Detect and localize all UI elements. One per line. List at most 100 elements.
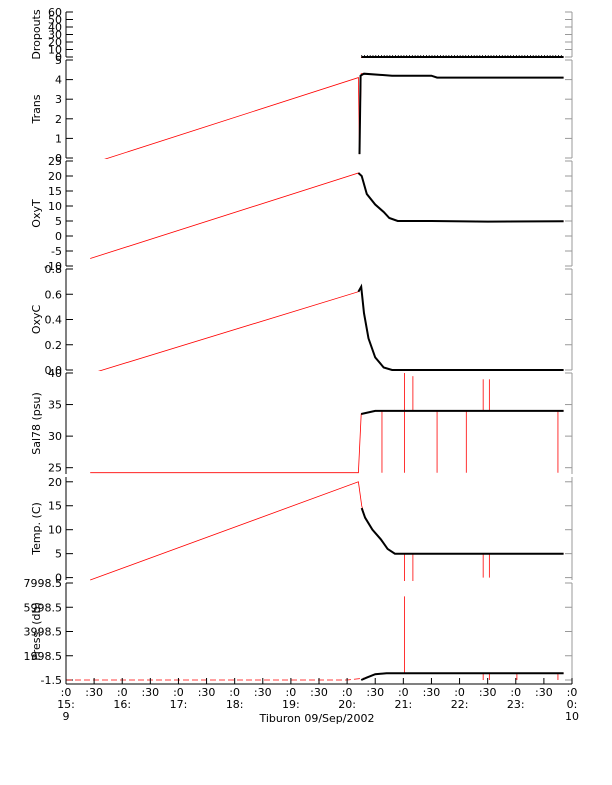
plot-area — [90, 373, 564, 474]
x-tick-label: :30 — [85, 686, 103, 699]
y-tick-label: 40 — [48, 367, 62, 380]
y-tick-label: 5 — [55, 215, 62, 228]
y-axis-label: Trans — [30, 94, 43, 124]
y-axis-label: Temp. (C) — [30, 502, 43, 556]
y-tick-label: 7998.5 — [24, 577, 63, 590]
y-tick-label: 60 — [48, 6, 62, 19]
y-axis-label: Dropouts — [30, 9, 43, 59]
y-tick-label: 10 — [48, 44, 62, 57]
x-tick-hour-label: 22: — [451, 698, 469, 711]
y-tick-label: 50 — [48, 14, 62, 27]
y-tick-label: 35 — [48, 399, 62, 412]
y-tick-label: 0 — [55, 572, 62, 585]
x-tick-day-label: 9 — [63, 710, 70, 723]
y-tick-label: 5 — [55, 548, 62, 561]
x-tick-label: :30 — [141, 686, 159, 699]
y-tick-label: 0 — [55, 230, 62, 243]
y-tick-label: 1998.5 — [24, 650, 63, 663]
x-tick-label: :0 — [229, 686, 240, 699]
processed-series-line — [357, 172, 564, 223]
y-tick-label: 5998.5 — [24, 601, 63, 614]
x-tick-label: :0 — [173, 686, 184, 699]
plot-area — [66, 596, 564, 681]
panel-press: -1.5 1998.5 3998.5 5998.5 7998.5 Press. (db) — [24, 577, 573, 687]
x-tick-label: :0 — [286, 686, 297, 699]
y-tick-label: 10 — [48, 524, 62, 537]
raw-series-line — [97, 285, 564, 371]
y-tick-label: 4 — [55, 74, 62, 87]
y-tick-label: -5 — [51, 245, 62, 258]
x-tick-hour-label: 19: — [282, 698, 300, 711]
x-tick-hour-label: 0: — [567, 698, 578, 711]
y-tick-label: 25 — [48, 462, 62, 475]
processed-series-line — [357, 283, 564, 371]
panel-oxyt: -10 -5 0 5 10 15 20 25 OxyT — [30, 155, 573, 273]
panel-oxyc: 0.0 0.2 0.4 0.6 0.8 OxyC — [30, 263, 573, 377]
x-tick-label: :30 — [198, 686, 216, 699]
y-axis-label: OxyT — [30, 199, 43, 228]
y-axis-label: OxyC — [30, 305, 43, 335]
processed-series-line — [360, 672, 564, 681]
panel-sal78: 25 30 35 40 Sal78 (psu) — [30, 367, 573, 475]
raw-series-line — [90, 410, 564, 474]
x-tick-label: :0 — [61, 686, 72, 699]
y-tick-label: 10 — [48, 200, 62, 213]
y-tick-label: 0 — [55, 51, 62, 64]
y-tick-label: 3 — [55, 93, 62, 106]
x-tick-label: :30 — [254, 686, 272, 699]
x-tick-hour-label: 23: — [507, 698, 525, 711]
y-tick-label: 0 — [55, 152, 62, 165]
plot-area — [97, 283, 564, 371]
y-tick-label: 0.0 — [45, 364, 63, 377]
x-tick-hour-label: 20: — [338, 698, 356, 711]
x-tick-label: :30 — [310, 686, 328, 699]
x-tick-hour-label: 16: — [113, 698, 131, 711]
x-tick-label: :30 — [535, 686, 553, 699]
raw-series-line — [90, 481, 564, 581]
x-tick-hour-label: 21: — [394, 698, 412, 711]
x-tick-label: :30 — [423, 686, 441, 699]
panel-temp: 0 5 10 15 20 Temp. (C) — [30, 476, 573, 585]
y-tick-label: 2 — [55, 113, 62, 126]
y-tick-label: 15 — [48, 185, 62, 198]
x-tick-label: :0 — [342, 686, 353, 699]
x-tick-label: :0 — [117, 686, 128, 699]
plot-area — [104, 72, 564, 159]
y-tick-label: 20 — [48, 476, 62, 489]
y-tick-label: -1.5 — [41, 674, 62, 687]
y-tick-label: -10 — [44, 260, 62, 273]
raw-series-line — [90, 172, 564, 259]
x-tick-label: :30 — [479, 686, 497, 699]
y-tick-label: 20 — [48, 36, 62, 49]
x-tick-day-label: 10 — [565, 710, 579, 723]
processed-series-line — [360, 409, 564, 415]
x-tick-label: :30 — [366, 686, 384, 699]
x-axis-label: Tiburon 09/Sep/2002 — [258, 712, 374, 725]
y-tick-label: 3998.5 — [24, 626, 63, 639]
y-tick-label: 0.6 — [45, 288, 63, 301]
x-tick-hour-label: 15: — [57, 698, 75, 711]
y-tick-label: 0.2 — [45, 339, 63, 352]
raw-series-line — [104, 73, 564, 159]
x-tick-hour-label: 17: — [170, 698, 188, 711]
x-tick-hour-label: 18: — [226, 698, 244, 711]
plot-area — [90, 481, 564, 581]
y-tick-label: 0.8 — [45, 263, 63, 276]
y-tick-label: 25 — [48, 155, 62, 168]
y-tick-label: 40 — [48, 21, 62, 34]
y-tick-label: 20 — [48, 170, 62, 183]
y-axis-label: Sal78 (psu) — [30, 392, 43, 455]
y-tick-label: 1 — [55, 132, 62, 145]
panel-trans: 0 1 2 3 4 5 Trans — [30, 54, 573, 165]
plot-area — [90, 172, 564, 259]
chart-panels: 0102030405060Dropouts012345Trans-10-5051… — [24, 6, 573, 687]
processed-series-line — [358, 72, 564, 155]
y-tick-label: 5 — [55, 54, 62, 67]
x-tick-label: :0 — [510, 686, 521, 699]
time-axis: :015:9:30:016::30:017::30:018::30:019::3… — [57, 678, 579, 723]
plot-area — [360, 55, 564, 58]
processed-series-line — [360, 507, 564, 555]
y-tick-label: 30 — [48, 430, 62, 443]
